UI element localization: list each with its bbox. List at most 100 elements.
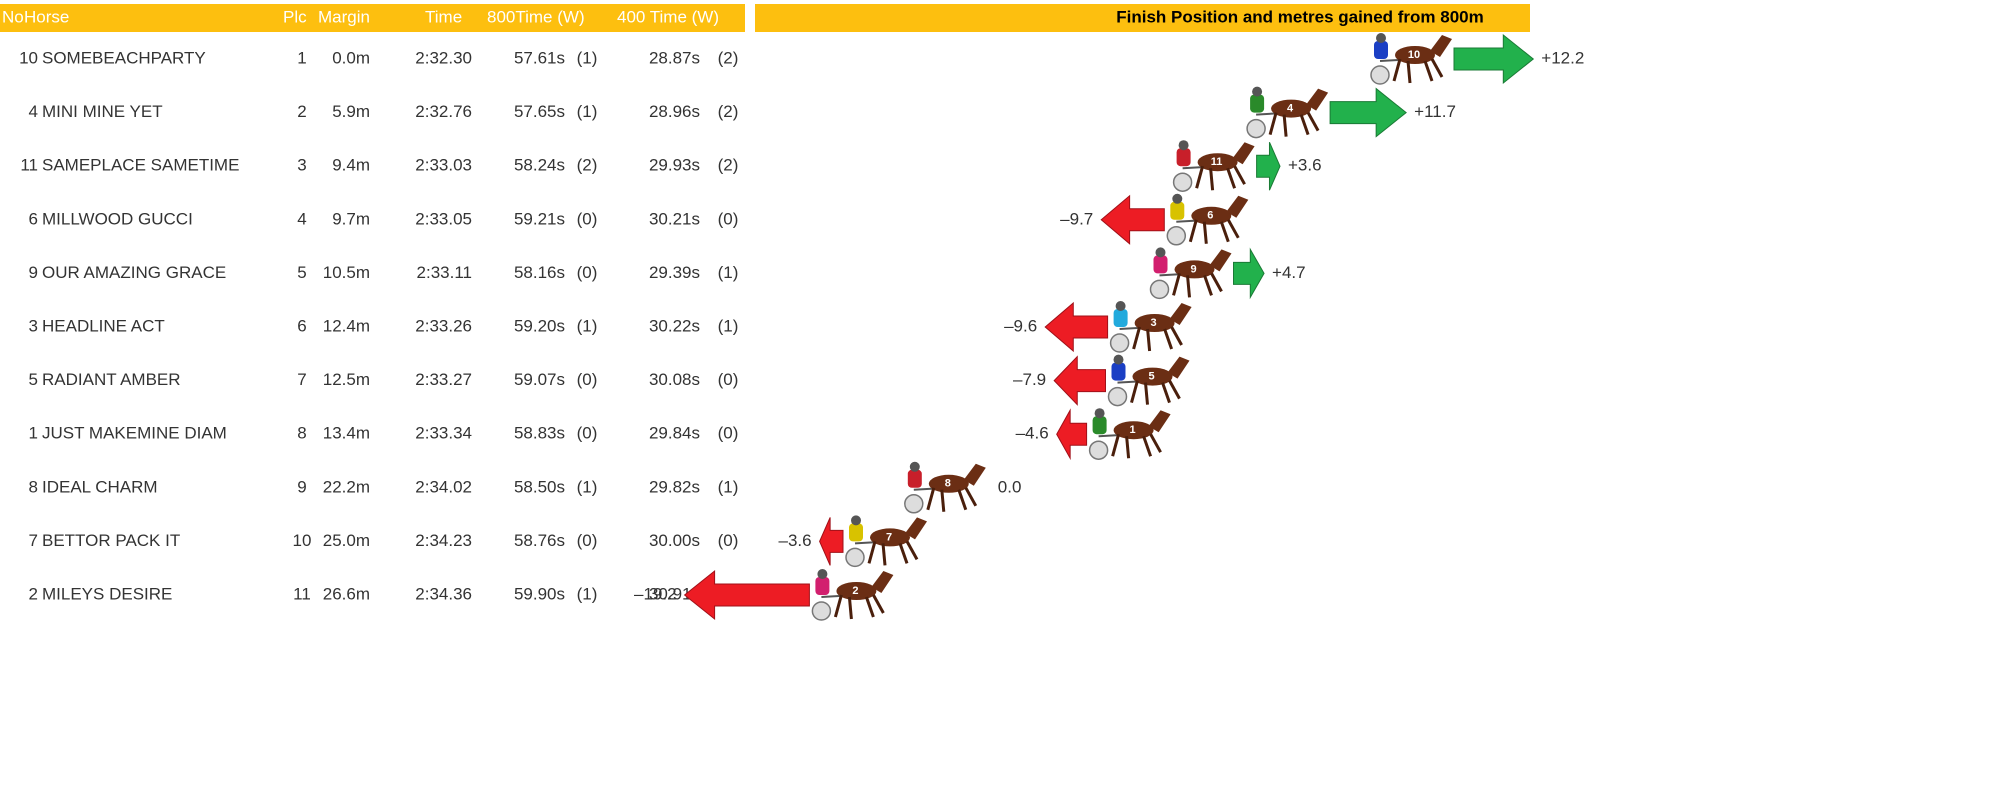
driver: [1177, 148, 1191, 166]
horse-leg: [900, 543, 907, 563]
horse-leg: [1127, 436, 1129, 458]
table-cell: (2): [718, 48, 739, 67]
table-cell: 29.93s: [649, 156, 700, 175]
horse-leg: [869, 541, 875, 563]
table-cell: 7: [297, 370, 306, 389]
chart-title: Finish Position and metres gained from 8…: [1116, 7, 1483, 26]
horse-leg: [907, 541, 917, 559]
saddle-number: 8: [945, 478, 951, 490]
table-cell: 58.16s: [514, 263, 565, 282]
table-cell: (1): [577, 584, 598, 603]
horse-leg: [1174, 273, 1180, 295]
saddle-number: 9: [1190, 263, 1196, 275]
horse-leg: [1284, 115, 1286, 137]
horse-leg: [1197, 166, 1203, 188]
horse-leg: [1134, 327, 1140, 349]
horse-leg: [866, 597, 873, 617]
table-cell: 30.21s: [649, 209, 700, 228]
table-cell: 28.96s: [649, 102, 700, 121]
driver: [1250, 95, 1264, 113]
table-cell: (1): [718, 477, 739, 496]
table-cell: 2:32.30: [415, 48, 472, 67]
table-cell: (1): [718, 316, 739, 335]
table-cell: 28.87s: [649, 48, 700, 67]
horse-leg: [1170, 381, 1180, 399]
table-cell: (0): [718, 424, 739, 443]
sulky-wheel: [1111, 334, 1129, 352]
horse-icon: 11: [1174, 140, 1255, 191]
horse-leg: [1228, 220, 1238, 238]
table-cell: 9: [297, 477, 306, 496]
sulky-wheel: [1371, 66, 1389, 84]
table-cell: 0.0m: [332, 48, 370, 67]
saddle-number: 10: [1408, 49, 1420, 61]
sulky-wheel: [1151, 280, 1169, 298]
horse-leg: [835, 595, 841, 617]
horse-leg: [1211, 168, 1213, 190]
table-cell: 4: [29, 102, 38, 121]
gain-label: –19.2: [634, 584, 677, 603]
horse-icon: 1: [1090, 408, 1171, 459]
driver: [1170, 202, 1184, 220]
horse-leg: [1144, 436, 1151, 456]
column-header: Horse: [24, 7, 69, 26]
gain-label: –9.6: [1004, 316, 1037, 335]
table-cell: 11: [20, 156, 38, 175]
sulky-wheel: [905, 495, 923, 513]
table-cell: 57.65s: [514, 102, 565, 121]
table-cell: (0): [577, 209, 598, 228]
table-cell: 57.61s: [514, 48, 565, 67]
driver: [1112, 363, 1126, 381]
table-cell: IDEAL CHARM: [42, 477, 158, 496]
saddle-number: 3: [1151, 317, 1157, 329]
gain-arrow: [1454, 35, 1533, 83]
saddle-number: 1: [1130, 424, 1136, 436]
horse-leg: [1188, 275, 1190, 297]
table-cell: (1): [577, 102, 598, 121]
driver-helmet: [851, 515, 861, 525]
driver: [1114, 309, 1128, 327]
table-cell: 58.83s: [514, 424, 565, 443]
table-cell: 59.90s: [514, 584, 565, 603]
driver-helmet: [1172, 194, 1182, 204]
table-cell: 2:32.76: [415, 102, 472, 121]
table-cell: 9.7m: [332, 209, 370, 228]
driver: [1374, 41, 1388, 59]
driver: [908, 470, 922, 488]
gain-arrow: [1234, 249, 1265, 297]
table-cell: 3: [29, 316, 38, 335]
table-cell: 59.07s: [514, 370, 565, 389]
table-cell: 1: [29, 424, 38, 443]
table-cell: 5.9m: [332, 102, 370, 121]
table-cell: (2): [577, 156, 598, 175]
horse-leg: [1132, 381, 1138, 403]
driver: [849, 523, 863, 541]
driver: [1093, 416, 1107, 434]
gain-label: +4.7: [1272, 263, 1306, 282]
horse-leg: [959, 490, 966, 510]
table-cell: (1): [718, 263, 739, 282]
sulky-wheel: [1247, 120, 1265, 138]
column-header: 400 Time (W): [617, 7, 719, 26]
table-cell: (0): [577, 370, 598, 389]
table-cell: 59.20s: [514, 316, 565, 335]
driver-helmet: [817, 569, 827, 579]
horse-leg: [1204, 222, 1206, 244]
table-cell: BETTOR PACK IT: [42, 531, 180, 550]
horse-leg: [1408, 61, 1410, 83]
table-cell: 30.00s: [649, 531, 700, 550]
loss-arrow: [820, 517, 843, 565]
horse-leg: [1113, 434, 1119, 456]
driver-helmet: [1376, 33, 1386, 43]
table-cell: (0): [577, 424, 598, 443]
table-cell: 4: [297, 209, 306, 228]
horse-icon: 9: [1151, 247, 1232, 298]
loss-arrow: [685, 571, 810, 619]
loss-arrow: [1057, 410, 1087, 458]
table-cell: (0): [718, 209, 739, 228]
sulky-wheel: [812, 602, 830, 620]
gain-label: +12.2: [1541, 48, 1584, 67]
table-cell: (1): [577, 48, 598, 67]
horse-leg: [1221, 222, 1228, 242]
horse-leg: [966, 488, 976, 506]
